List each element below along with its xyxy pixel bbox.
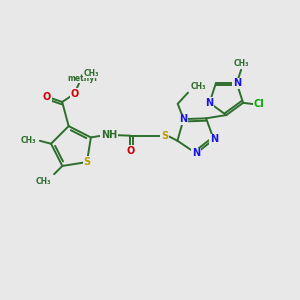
- Text: N: N: [210, 134, 218, 145]
- Text: O: O: [43, 92, 51, 102]
- Text: O: O: [126, 146, 134, 156]
- Text: N: N: [192, 148, 200, 158]
- Text: NH: NH: [101, 130, 117, 140]
- Text: S: S: [161, 131, 168, 141]
- Text: CH₃: CH₃: [36, 177, 51, 186]
- Text: N: N: [206, 98, 214, 108]
- Text: CH₃: CH₃: [21, 136, 36, 145]
- Text: CH₃: CH₃: [234, 59, 249, 68]
- Text: N: N: [179, 114, 188, 124]
- Text: CH₃: CH₃: [83, 69, 99, 78]
- Text: Cl: Cl: [254, 99, 265, 109]
- Text: methyl: methyl: [68, 74, 98, 83]
- Text: CH₃: CH₃: [190, 82, 206, 91]
- Text: O: O: [70, 89, 79, 99]
- Text: N: N: [232, 78, 241, 88]
- Text: S: S: [83, 157, 91, 167]
